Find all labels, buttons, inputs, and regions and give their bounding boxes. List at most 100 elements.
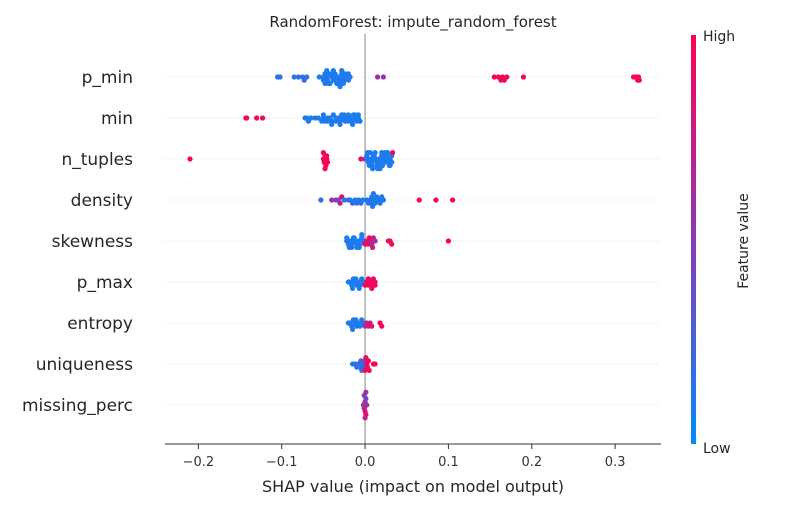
feature-label-uniqueness: uniqueness [36, 355, 133, 375]
point-min-3 [259, 115, 266, 121]
point-entropy-18 [379, 323, 385, 329]
point-p_min-41 [380, 74, 387, 80]
point-entropy-16 [369, 323, 375, 329]
point-p_min-2 [291, 74, 297, 80]
point-skewness-29 [389, 241, 395, 247]
point-p_max-20 [365, 276, 371, 282]
point-min-2 [254, 115, 260, 121]
point-p_max-21 [369, 285, 375, 291]
point-skewness-13 [349, 244, 355, 250]
point-n_tuples-10 [358, 156, 364, 162]
point-skewness-25 [366, 235, 372, 241]
feature-label-min: min [101, 109, 133, 129]
point-n_tuples-42 [372, 150, 378, 156]
point-missing_perc-8 [362, 415, 368, 421]
point-uniqueness-14 [365, 358, 371, 364]
x-tick-label-0: −0.2 [183, 455, 215, 470]
point-p_min-53 [636, 77, 642, 83]
x-tick-label-3: 0.1 [438, 455, 459, 470]
point-min-38 [345, 112, 351, 118]
point-n_tuples-6 [324, 159, 331, 165]
point-skewness-17 [359, 232, 365, 238]
point-density-28 [380, 197, 387, 203]
point-missing_perc-6 [364, 402, 370, 408]
point-min-7 [308, 115, 314, 121]
point-min-33 [324, 118, 331, 124]
point-density-1 [329, 197, 335, 203]
point-density-21 [370, 191, 376, 197]
colorbar-low-label: Low [703, 441, 731, 457]
point-entropy-11 [353, 317, 359, 323]
x-axis-ticks: −0.2 −0.1 0.0 0.1 0.2 0.3 [183, 444, 626, 470]
x-axis-label: SHAP value (impact on model output) [262, 477, 564, 496]
point-density-6 [341, 197, 347, 203]
x-tick-label-5: 0.3 [605, 455, 626, 470]
feature-label-p_max: p_max [77, 273, 133, 293]
point-p_min-48 [520, 74, 527, 80]
point-min-1 [244, 115, 250, 121]
feature-label-missing_perc: missing_perc [22, 396, 133, 416]
point-density-31 [450, 197, 456, 203]
point-skewness-26 [369, 244, 376, 250]
point-skewness-11 [344, 235, 350, 241]
point-p_min-40 [374, 74, 381, 80]
point-density-4 [337, 200, 343, 206]
x-tick-label-1: −0.1 [266, 455, 298, 470]
point-p_min-36 [330, 68, 336, 74]
point-min-35 [333, 118, 339, 124]
point-p_min-7 [316, 74, 322, 80]
point-min-41 [355, 112, 361, 118]
point-n_tuples-48 [387, 162, 393, 168]
point-min-39 [349, 121, 356, 127]
point-skewness-30 [445, 238, 452, 244]
x-tick-label-2: 0.0 [355, 455, 376, 470]
point-n_tuples-41 [369, 166, 376, 172]
point-p_min-33 [345, 71, 351, 77]
x-tick-label-4: 0.2 [521, 455, 542, 470]
point-p_min-31 [339, 68, 345, 74]
point-p_max-10 [349, 285, 356, 291]
point-density-29 [416, 197, 422, 203]
colorbar-title: Feature value [736, 193, 752, 289]
point-p_min-47 [504, 74, 510, 80]
point-p_min-6 [304, 74, 310, 80]
point-density-30 [433, 197, 439, 203]
point-uniqueness-17 [372, 361, 378, 367]
feature-label-density: density [71, 191, 133, 211]
point-entropy-7 [357, 323, 363, 329]
point-density-26 [377, 200, 383, 206]
point-min-36 [337, 121, 343, 127]
point-min-9 [315, 115, 321, 121]
point-p_max-12 [356, 285, 362, 291]
point-p_min-35 [327, 80, 333, 86]
chart-title: RandomForest: impute_random_forest [269, 13, 556, 32]
point-missing_perc-9 [363, 389, 369, 395]
feature-row-guides [165, 76, 661, 406]
data-points [187, 68, 642, 421]
point-entropy-10 [349, 326, 356, 332]
point-p_min-3 [295, 74, 301, 80]
point-density-14 [359, 197, 366, 203]
feature-label-entropy: entropy [67, 314, 133, 334]
feature-label-n_tuples: n_tuples [61, 150, 133, 170]
point-density-23 [372, 200, 378, 206]
point-min-34 [329, 121, 335, 127]
point-p_min-39 [340, 80, 346, 86]
colorbar-high-label: High [703, 29, 735, 45]
point-n_tuples-45 [379, 162, 386, 168]
point-p_min-37 [334, 80, 340, 86]
point-skewness-24 [372, 238, 378, 244]
point-p_max-22 [372, 282, 378, 288]
feature-label-p_min: p_min [82, 68, 133, 88]
colorbar [691, 35, 696, 444]
point-min-31 [357, 118, 363, 124]
point-p_min-34 [324, 68, 330, 74]
point-n_tuples-7 [320, 150, 326, 156]
point-uniqueness-15 [366, 367, 372, 373]
point-n_tuples-8 [322, 166, 328, 172]
point-n_tuples-0 [187, 156, 193, 162]
point-p_min-38 [337, 84, 343, 90]
point-n_tuples-40 [367, 150, 373, 156]
